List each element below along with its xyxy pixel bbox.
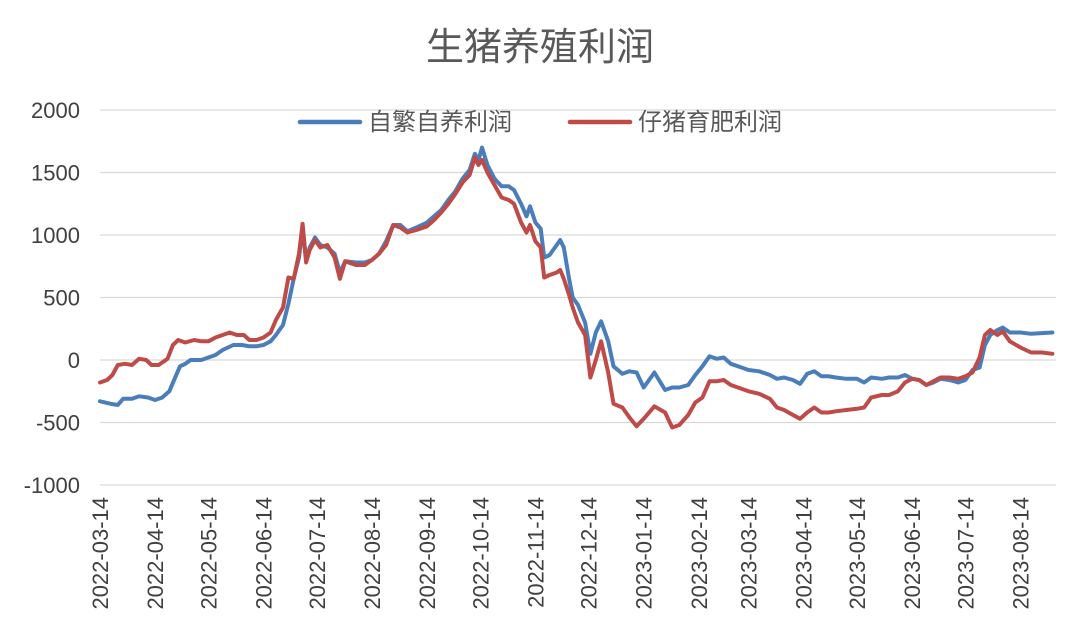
y-tick-label: -500 bbox=[36, 411, 80, 436]
y-tick-label: 0 bbox=[68, 348, 80, 373]
x-tick-label: 2023-05-14 bbox=[845, 497, 870, 610]
x-tick-label: 2022-11-14 bbox=[523, 497, 548, 608]
legend-label-2: 仔猪育肥利润 bbox=[638, 108, 782, 136]
chart-title: 生猪养殖利润 bbox=[426, 25, 654, 69]
series-lines bbox=[98, 145, 1055, 430]
x-tick-label: 2022-08-14 bbox=[360, 497, 385, 610]
series-line-2 bbox=[98, 155, 1055, 430]
y-axis-ticks: 2000 1500 1000 500 0 -500 -1000 bbox=[24, 98, 80, 498]
y-tick-label: 500 bbox=[43, 286, 80, 311]
x-tick-label: 2023-07-14 bbox=[953, 497, 978, 610]
y-tick-label: 1500 bbox=[31, 161, 80, 186]
x-tick-label: 2023-03-14 bbox=[737, 497, 762, 610]
x-tick-label: 2022-05-14 bbox=[196, 497, 221, 610]
series-line-1 bbox=[98, 145, 1055, 407]
x-axis-ticks: 2022-03-14 2022-04-14 2022-05-14 2022-06-14… bbox=[88, 497, 1033, 610]
x-tick-label: 2022-04-14 bbox=[143, 497, 168, 610]
x-tick-label: 2022-07-14 bbox=[305, 497, 330, 610]
x-tick-label: 2023-01-14 bbox=[632, 497, 657, 610]
x-tick-label: 2022-03-14 bbox=[88, 497, 113, 610]
legend-label-1: 自繁自养利润 bbox=[368, 108, 512, 136]
y-tick-label: 1000 bbox=[31, 223, 80, 248]
x-tick-label: 2023-04-14 bbox=[792, 497, 817, 610]
x-tick-label: 2022-09-14 bbox=[415, 497, 440, 610]
x-tick-label: 2023-06-14 bbox=[900, 497, 925, 610]
x-tick-label: 2022-10-14 bbox=[468, 497, 493, 610]
x-tick-label: 2023-08-14 bbox=[1008, 497, 1033, 610]
x-tick-label: 2022-06-14 bbox=[251, 497, 276, 610]
y-tick-label: -1000 bbox=[24, 473, 80, 498]
gridlines bbox=[100, 109, 1056, 486]
legend: 自繁自养利润 仔猪育肥利润 bbox=[297, 108, 782, 136]
x-tick-label: 2022-12-14 bbox=[577, 497, 602, 610]
x-tick-label: 2023-02-14 bbox=[687, 497, 712, 610]
y-tick-label: 2000 bbox=[31, 98, 80, 123]
